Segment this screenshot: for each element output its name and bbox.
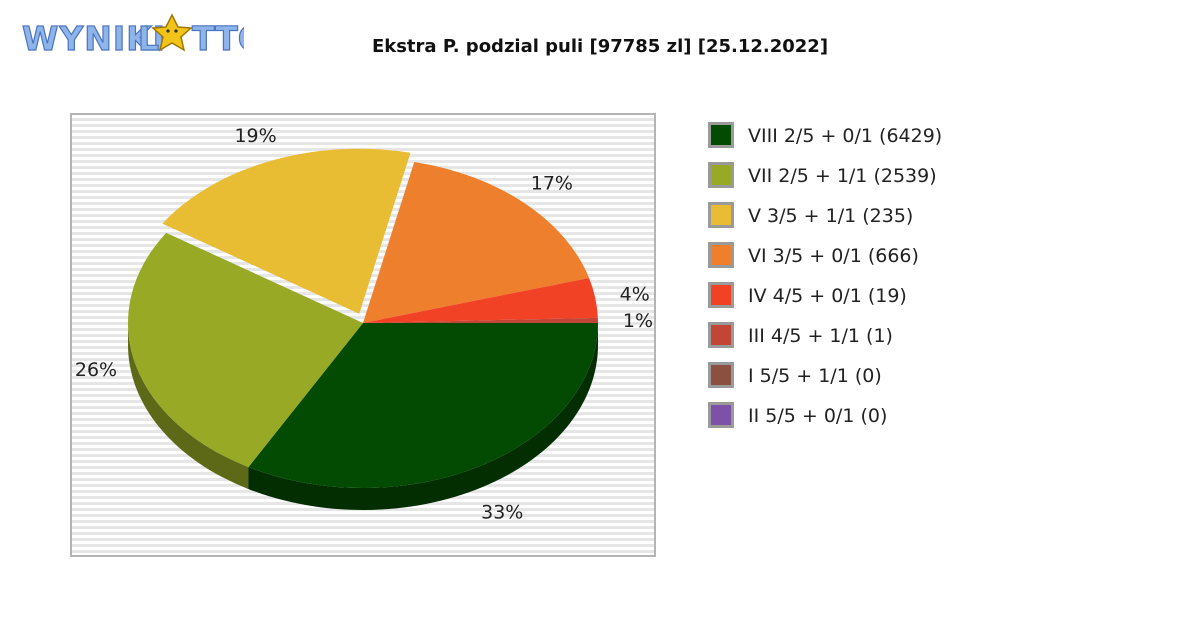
pie-depth	[128, 323, 598, 510]
legend-swatch	[708, 242, 734, 268]
pie-percent-label-2: 19%	[234, 125, 276, 147]
legend-label: I 5/5 + 1/1 (0)	[748, 365, 882, 387]
pie-labels: 33% 26% 19% 17% 4% 1%	[75, 125, 653, 523]
pie-slice-0	[248, 323, 598, 489]
legend-swatch	[708, 402, 734, 428]
pie-slice-5	[363, 317, 598, 323]
logo-star-eye-left	[166, 29, 170, 33]
pie-slice-1	[127, 232, 363, 468]
pie-percent-label-5: 1%	[623, 310, 653, 332]
chart-title: Ekstra P. podzial puli [97785 zl] [25.12…	[371, 36, 829, 57]
legend-label: VII 2/5 + 1/1 (2539)	[748, 165, 937, 187]
pie-slice-3	[363, 161, 590, 323]
logo-text-left: WYNIKI	[22, 19, 166, 58]
legend-swatch	[708, 322, 734, 348]
legend-label: IV 4/5 + 0/1 (19)	[748, 285, 907, 307]
legend-label: VI 3/5 + 0/1 (666)	[748, 245, 919, 267]
legend-swatch	[708, 162, 734, 188]
pie-percent-label-3: 17%	[531, 173, 573, 195]
pie-percent-label-4: 4%	[620, 283, 650, 305]
pie-slice-4	[363, 277, 598, 323]
legend-swatch	[708, 122, 734, 148]
logo-star-eye-right	[174, 29, 178, 33]
legend-label: VIII 2/5 + 0/1 (6429)	[748, 125, 943, 147]
logo-star-icon	[151, 13, 193, 52]
pie-side-0	[248, 323, 598, 510]
legend-swatch	[708, 282, 734, 308]
legend-swatch	[708, 362, 734, 388]
pie-side-1	[128, 323, 249, 490]
pie-percent-label-0: 33%	[481, 501, 523, 523]
pie-top	[127, 148, 598, 489]
pie-percent-label-1: 26%	[75, 359, 117, 381]
pie-slice-2	[162, 148, 411, 314]
legend-label: III 4/5 + 1/1 (1)	[748, 325, 893, 347]
legend-swatch	[708, 202, 734, 228]
legend-label: V 3/5 + 1/1 (235)	[748, 205, 914, 227]
legend-label: II 5/5 + 0/1 (0)	[748, 405, 888, 427]
